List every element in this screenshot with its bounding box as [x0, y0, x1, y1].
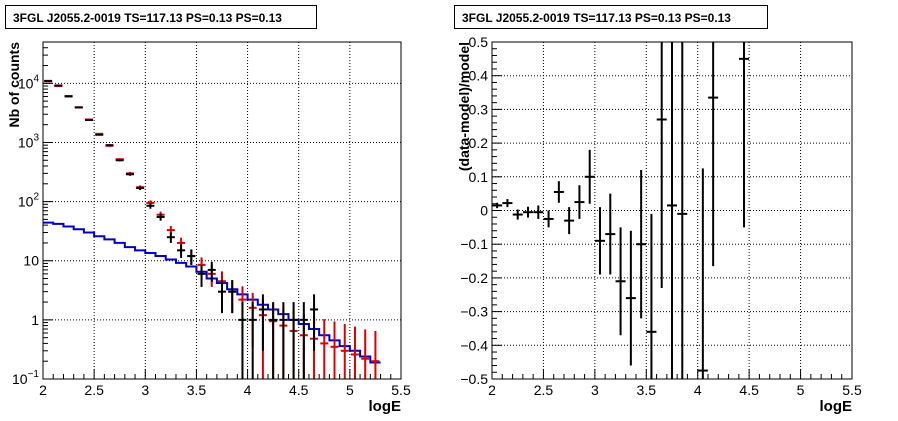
y-tick-label: 0.3 [469, 101, 489, 117]
y-tick-label: 104 [18, 73, 40, 91]
y-tick-label: −0.1 [460, 236, 488, 252]
residual-plot-title: 3FGL J2055.2-0019 TS=117.13 PS=0.13 PS=0… [454, 5, 768, 29]
counts-plot: 2 2.5 3 3.5 4 4.5 5 5.5 10−1 1 10 102 103 104 logE Nb o… [6, 41, 411, 415]
y-tick-label: 0.2 [469, 135, 489, 151]
y-tick-label: 0.4 [469, 68, 489, 84]
y-tick-label: 0.5 [469, 34, 489, 50]
y-axis-label: (data-model)/model [456, 42, 472, 171]
y-tick-label: 0.1 [469, 169, 489, 185]
x-tick-label: 4.5 [739, 382, 759, 398]
plot-area [43, 42, 401, 379]
x-axis-label: logE [820, 398, 853, 415]
x-tick-label: 4.5 [289, 382, 309, 398]
x-tick-label: 3 [591, 382, 599, 398]
x-tick-label: 5 [346, 382, 354, 398]
y-tick-label: 1 [31, 312, 39, 328]
x-tick-label: 3.5 [637, 382, 657, 398]
y-tick-label: 103 [18, 132, 40, 150]
x-tick-label: 2.5 [534, 382, 554, 398]
y-tick-label: −0.5 [460, 371, 488, 387]
y-tick-label: 102 [18, 192, 40, 210]
x-tick-label: 4 [694, 382, 702, 398]
x-tick-label: 5 [797, 382, 805, 398]
y-tick-label: 10−1 [12, 369, 39, 387]
x-tick-label: 3.5 [187, 382, 207, 398]
residual-plot: 2 2.5 3 3.5 4 4.5 5 5.5 −0.5 −0.4 −0.3 −0.2 −0.1 0 0.1… [456, 34, 862, 415]
x-tick-label: 2.5 [84, 382, 104, 398]
y-tick-label: −0.2 [460, 270, 488, 286]
y-tick-label: 0 [480, 203, 488, 219]
x-tick-label: 2 [39, 382, 47, 398]
x-tick-label: 2 [488, 382, 496, 398]
y-tick-label: −0.3 [460, 304, 488, 320]
x-tick-label: 4 [244, 382, 252, 398]
y-tick-label: −0.4 [460, 337, 488, 353]
counts-plot-title: 3FGL J2055.2-0019 TS=117.13 PS=0.13 PS=0… [5, 5, 317, 29]
x-tick-label: 5.5 [842, 382, 862, 398]
x-tick-label: 3 [141, 382, 149, 398]
x-axis-label: logE [369, 398, 402, 415]
x-tick-label: 5.5 [391, 382, 411, 398]
y-tick-label: 10 [23, 253, 39, 269]
y-axis-label: Nb of counts [6, 42, 22, 128]
